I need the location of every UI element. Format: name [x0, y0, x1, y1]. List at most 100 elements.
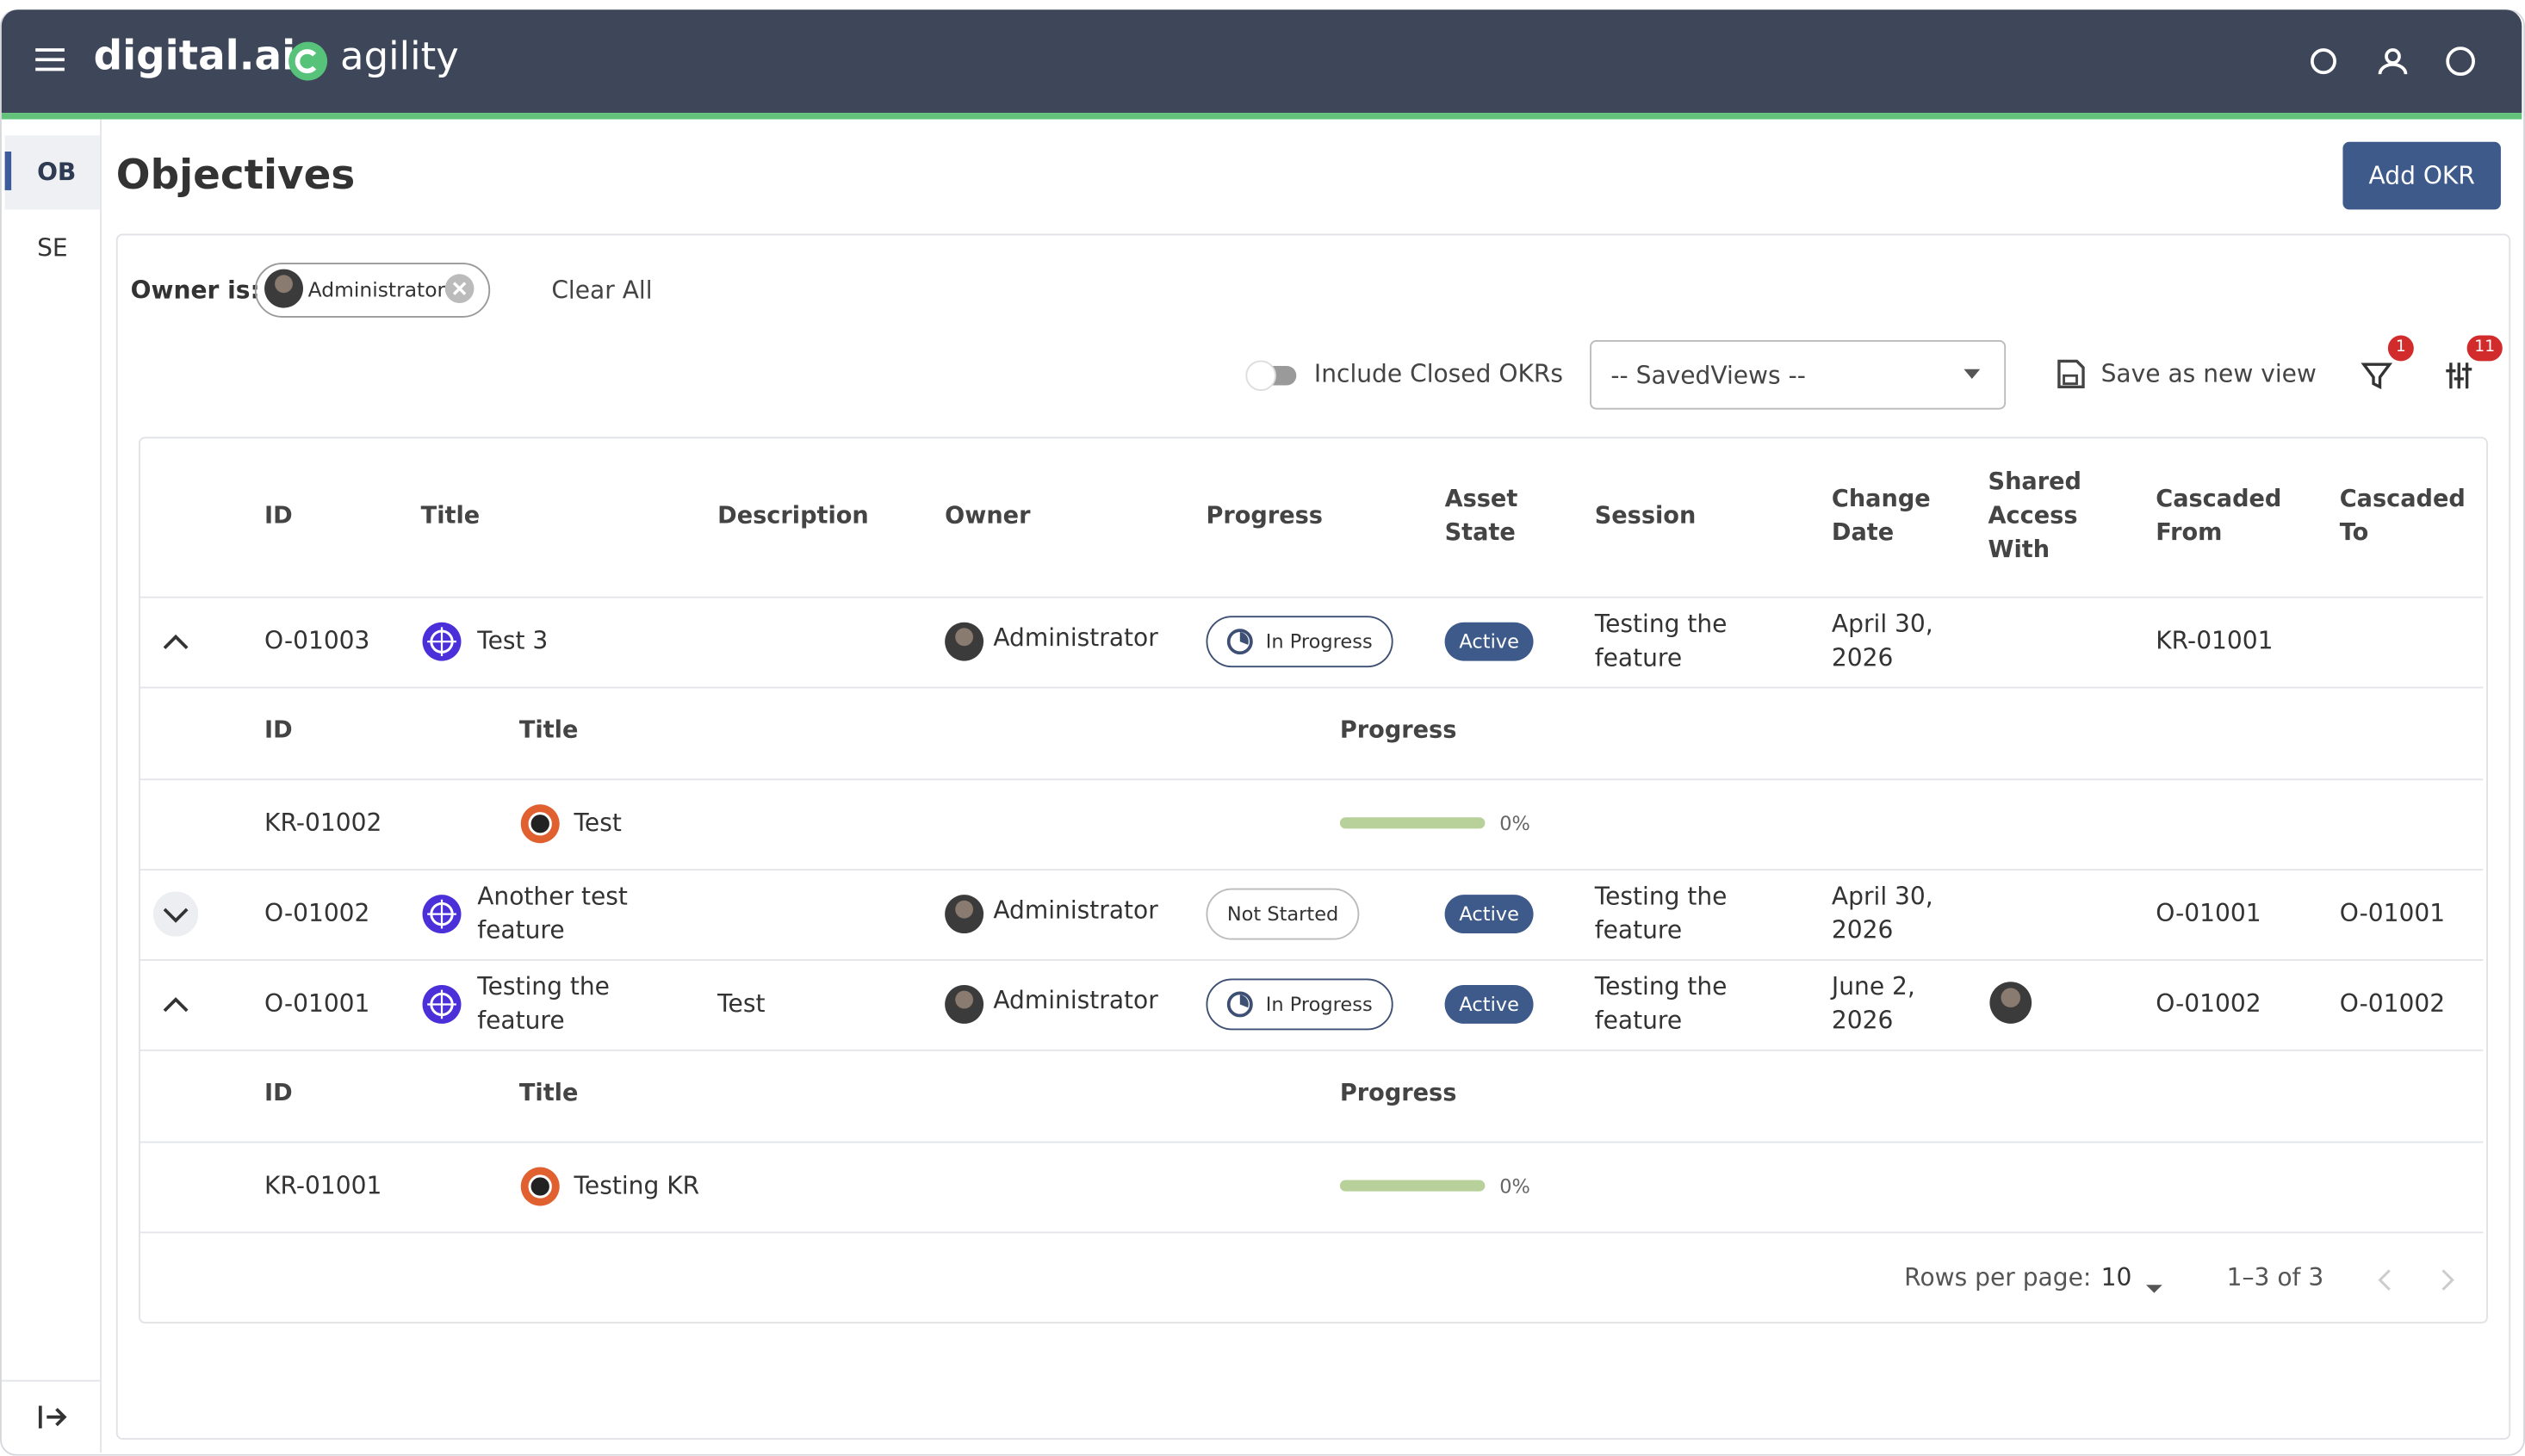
cell-title[interactable]: Testing the feature [477, 971, 610, 1036]
progress-bar [1339, 1180, 1486, 1192]
cell-cascaded-from: O-01002 [2156, 988, 2261, 1019]
row-divider [140, 1141, 2484, 1143]
okr-icon [421, 983, 463, 1025]
toggle[interactable] [1244, 358, 1300, 393]
avatar [1989, 982, 2032, 1024]
cell-session: Testing the feature [1594, 971, 1728, 1036]
logo-icon [288, 41, 328, 81]
column-header: ID [264, 504, 293, 530]
cell-change-date: April 30, 2026 [1831, 882, 1933, 945]
status-text: Not Started [1226, 902, 1339, 926]
okr-icon [421, 621, 463, 663]
child-column-header: ID [264, 1081, 293, 1107]
cell-cascaded-to: O-01002 [2339, 988, 2446, 1019]
menu-icon[interactable] [32, 45, 67, 74]
owner-chip[interactable] [254, 263, 491, 318]
column-header: Change Date [1831, 486, 1931, 547]
rows-value[interactable]: 10 [2100, 1262, 2132, 1292]
kr-icon [519, 802, 561, 845]
cell-description: Test [717, 988, 766, 1019]
status-pill: In Progress [1206, 616, 1393, 668]
column-header: Description [717, 504, 869, 530]
table [139, 437, 2488, 1324]
expand-toggle[interactable] [152, 891, 199, 937]
progress-text: 0% [1499, 1174, 1530, 1199]
next-page[interactable] [2440, 1267, 2456, 1291]
collapse-icon[interactable] [35, 1403, 71, 1432]
sidebar-active [4, 135, 101, 210]
topbar-accent [1, 113, 2522, 120]
row-divider [140, 778, 2484, 781]
sidebar-divider [1, 1379, 101, 1382]
child-id: KR-01002 [264, 808, 382, 838]
columns-badge: 11 [2466, 335, 2503, 362]
cell-id: O-01001 [264, 988, 370, 1019]
rows-dropdown[interactable] [2146, 1272, 2162, 1293]
kr-icon [519, 1166, 561, 1208]
cell-title[interactable]: Test 3 [477, 626, 549, 656]
owner-label: Owner is: [130, 276, 260, 305]
progress-text: 0% [1499, 812, 1530, 835]
nav-item[interactable]: SE [37, 233, 68, 263]
row-divider [140, 686, 2484, 689]
row-divider [140, 959, 2484, 961]
filter-icon[interactable] [2361, 361, 2393, 390]
columns-icon[interactable] [2444, 361, 2473, 390]
filter-badge: 1 [2387, 335, 2414, 362]
column-header: Owner [945, 504, 1031, 530]
child-id: KR-01001 [264, 1171, 382, 1200]
cell-session: Testing the feature [1594, 882, 1728, 945]
row-divider [140, 869, 2484, 871]
column-header: Asset State [1444, 486, 1518, 547]
avatar [264, 269, 303, 308]
status-text: In Progress [1265, 630, 1373, 654]
cell-cascaded-to: O-01001 [2339, 898, 2446, 928]
add-button[interactable]: Add OKR [2342, 141, 2501, 210]
saved-views[interactable] [1590, 340, 2007, 410]
cell-change-date: April 30, 2026 [1831, 609, 1933, 672]
owner-chip-text: Administrator [307, 277, 446, 302]
column-header: Shared Access With [1988, 469, 2081, 564]
child-column-header: Progress [1339, 718, 1457, 745]
status-pill: In Progress [1206, 978, 1393, 1031]
panel [115, 233, 2511, 1440]
row-divider [140, 1231, 2484, 1234]
column-header: Progress [1206, 504, 1323, 530]
avatar [945, 895, 984, 934]
page-range: 1–3 of 3 [2226, 1262, 2324, 1292]
column-header: Session [1594, 504, 1697, 530]
state-badge: Active [1444, 622, 1534, 661]
cell-owner: Administrator [993, 985, 1158, 1015]
expand-toggle[interactable] [159, 988, 191, 1020]
column-header: Title [420, 504, 481, 530]
clear-all[interactable]: Clear All [551, 276, 653, 305]
child-column-header: Title [518, 718, 579, 745]
brand[interactable]: digital.ai [93, 32, 296, 79]
page-title: Objectives [115, 151, 356, 199]
cell-title[interactable]: Another test feature [477, 882, 628, 945]
child-title[interactable]: Test [574, 808, 622, 838]
dropdown-arrow [1964, 369, 1981, 379]
chip-remove[interactable] [444, 272, 475, 304]
avatar [945, 984, 984, 1024]
child-title[interactable]: Testing KR [574, 1171, 700, 1200]
sidebar [2, 119, 102, 1453]
expand-toggle[interactable] [159, 625, 191, 657]
progress-bar [1339, 817, 1486, 829]
child-column-header: Progress [1339, 1081, 1457, 1107]
prev-page[interactable] [2377, 1267, 2393, 1291]
row-divider [140, 1049, 2484, 1051]
state-badge: Active [1444, 984, 1534, 1024]
sidebar-marker [4, 151, 12, 190]
cell-cascaded-from: KR-01001 [2156, 626, 2274, 656]
save-view[interactable]: Save as new view [2100, 359, 2317, 389]
row-divider [140, 596, 2484, 598]
nav-item[interactable]: OB [37, 158, 77, 188]
top-icons[interactable] [2305, 45, 2483, 80]
status-text: In Progress [1265, 993, 1373, 1016]
topbar [1, 9, 2522, 114]
column-header: Cascaded To [2339, 486, 2466, 547]
cell-id: O-01002 [264, 898, 370, 928]
product: agility [340, 34, 459, 79]
